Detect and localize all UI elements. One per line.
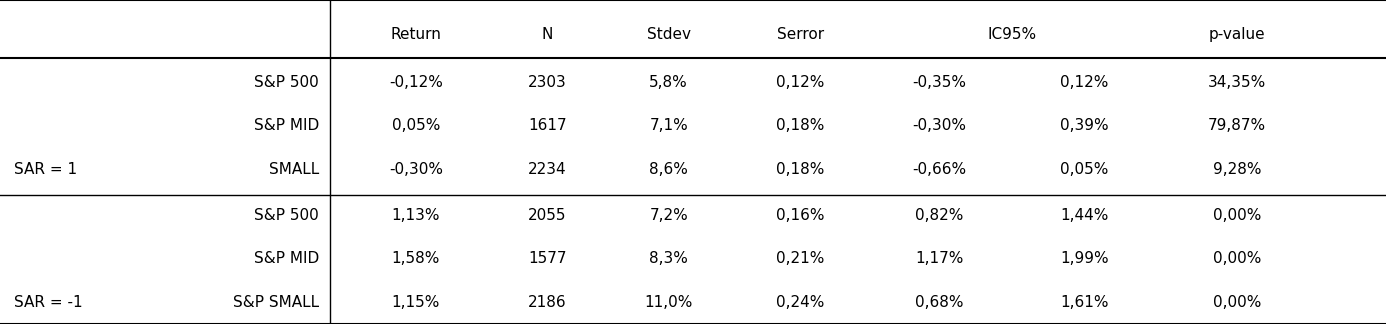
Text: S&P 500: S&P 500 (254, 75, 319, 90)
Text: 0,18%: 0,18% (776, 118, 825, 133)
Text: 1,44%: 1,44% (1060, 208, 1109, 223)
Text: 7,2%: 7,2% (650, 208, 687, 223)
Text: 0,00%: 0,00% (1213, 208, 1261, 223)
Text: 7,1%: 7,1% (650, 118, 687, 133)
Text: 1,15%: 1,15% (392, 295, 439, 310)
Text: 1,17%: 1,17% (915, 251, 963, 266)
Text: 9,28%: 9,28% (1213, 162, 1261, 177)
Text: 1,58%: 1,58% (392, 251, 439, 266)
Text: SAR = -1: SAR = -1 (14, 295, 83, 310)
Text: 34,35%: 34,35% (1207, 75, 1267, 90)
Text: 0,18%: 0,18% (776, 162, 825, 177)
Text: S&P SMALL: S&P SMALL (233, 295, 319, 310)
Text: 8,6%: 8,6% (649, 162, 689, 177)
Text: 0,12%: 0,12% (776, 75, 825, 90)
Text: 0,16%: 0,16% (776, 208, 825, 223)
Text: S&P 500: S&P 500 (254, 208, 319, 223)
Text: -0,30%: -0,30% (389, 162, 442, 177)
Text: 0,68%: 0,68% (915, 295, 963, 310)
Text: 0,21%: 0,21% (776, 251, 825, 266)
Text: -0,66%: -0,66% (912, 162, 966, 177)
Text: 0,24%: 0,24% (776, 295, 825, 310)
Text: N: N (542, 27, 553, 42)
Text: 0,39%: 0,39% (1060, 118, 1109, 133)
Text: 0,00%: 0,00% (1213, 295, 1261, 310)
Text: Return: Return (391, 27, 441, 42)
Text: 1,61%: 1,61% (1060, 295, 1109, 310)
Text: 0,82%: 0,82% (915, 208, 963, 223)
Text: 2055: 2055 (528, 208, 567, 223)
Text: 11,0%: 11,0% (644, 295, 693, 310)
Text: 5,8%: 5,8% (650, 75, 687, 90)
Text: IC95%: IC95% (987, 27, 1037, 42)
Text: 79,87%: 79,87% (1209, 118, 1265, 133)
Text: 2186: 2186 (528, 295, 567, 310)
Text: 0,00%: 0,00% (1213, 251, 1261, 266)
Text: -0,30%: -0,30% (912, 118, 966, 133)
Text: 0,05%: 0,05% (392, 118, 439, 133)
Text: 1,99%: 1,99% (1060, 251, 1109, 266)
Text: -0,35%: -0,35% (912, 75, 966, 90)
Text: -0,12%: -0,12% (389, 75, 442, 90)
Text: 2234: 2234 (528, 162, 567, 177)
Text: S&P MID: S&P MID (254, 251, 319, 266)
Text: 2303: 2303 (528, 75, 567, 90)
Text: 1577: 1577 (528, 251, 567, 266)
Text: SMALL: SMALL (269, 162, 319, 177)
Text: Serror: Serror (776, 27, 825, 42)
Text: SAR = 1: SAR = 1 (14, 162, 78, 177)
Text: 0,05%: 0,05% (1060, 162, 1109, 177)
Text: 1,13%: 1,13% (392, 208, 439, 223)
Text: p-value: p-value (1209, 27, 1265, 42)
Text: 8,3%: 8,3% (649, 251, 689, 266)
Text: Stdev: Stdev (647, 27, 690, 42)
Text: 1617: 1617 (528, 118, 567, 133)
Text: S&P MID: S&P MID (254, 118, 319, 133)
Text: 0,12%: 0,12% (1060, 75, 1109, 90)
